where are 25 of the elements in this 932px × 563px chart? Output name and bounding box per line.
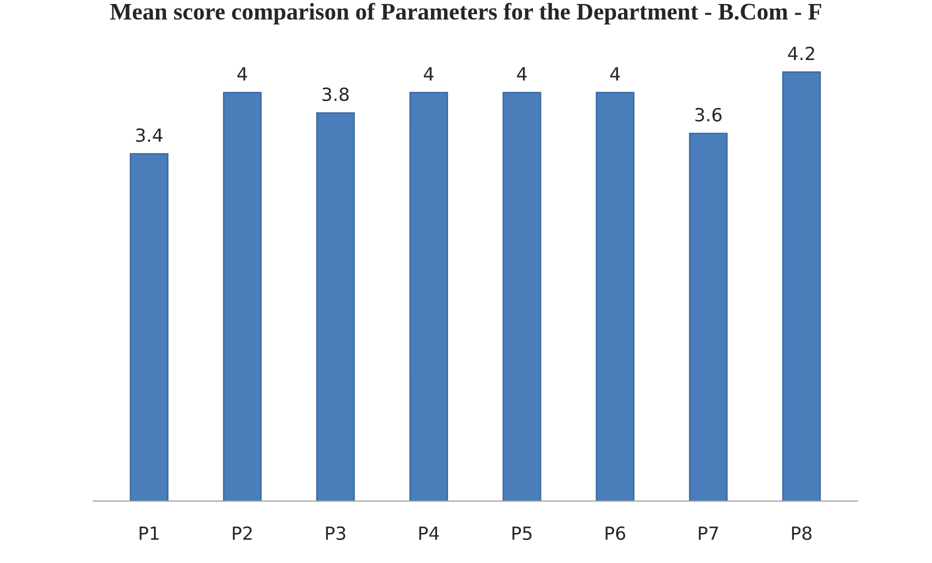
chart-title: Mean score comparison of Parameters for the Department - B.Com - F [110, 2, 822, 24]
bar [502, 92, 542, 502]
x-tick-label: P4 [419, 526, 439, 540]
data-label: 3.8 [322, 87, 349, 102]
bar [596, 92, 634, 502]
x-tick-label: P7 [698, 526, 718, 540]
x-tick-label: P5 [512, 526, 532, 540]
data-label: 3.6 [695, 108, 722, 122]
bar [222, 92, 262, 502]
bar [130, 153, 168, 502]
x-tick-label: P3 [326, 526, 346, 540]
data-label: 3.4 [136, 128, 162, 142]
x-tick-label: P8 [792, 526, 812, 540]
data-label: 4 [610, 67, 620, 80]
bar [316, 112, 355, 502]
x-tick-label: P6 [606, 526, 626, 540]
data-label: 4 [517, 67, 527, 80]
bar [409, 92, 448, 502]
data-label: 4 [424, 67, 434, 80]
x-tick-label: P2 [232, 526, 252, 540]
bar [688, 132, 728, 502]
x-tick-label: P1 [140, 526, 159, 540]
data-label: 4 [237, 67, 248, 80]
bar [782, 71, 821, 502]
data-label: 4.2 [788, 46, 814, 60]
